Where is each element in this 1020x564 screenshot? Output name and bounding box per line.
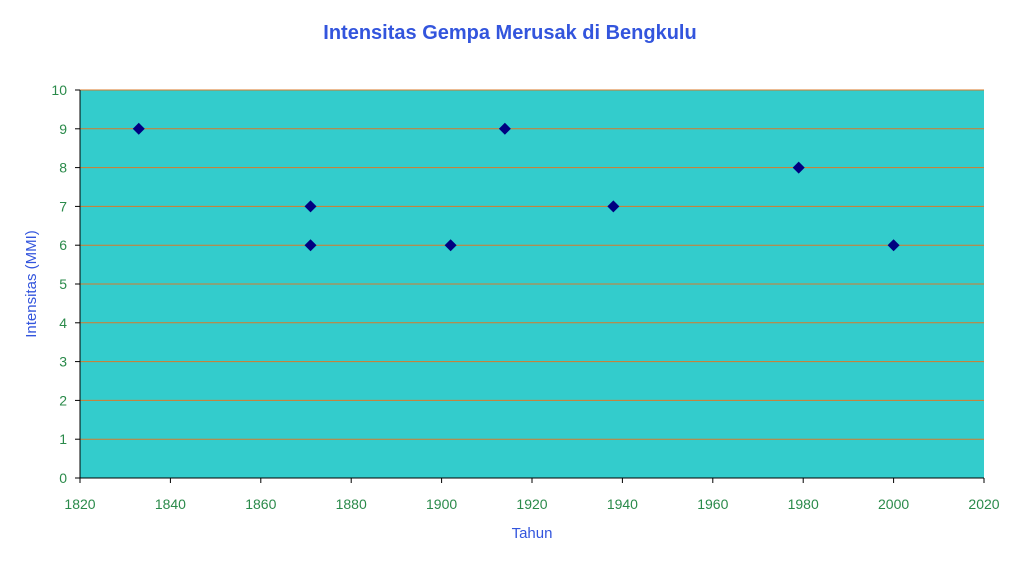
x-axis-title: Tahun	[512, 525, 553, 542]
x-tick-label: 2020	[968, 496, 999, 512]
x-tick-label: 1880	[336, 496, 367, 512]
y-tick-label: 0	[59, 470, 67, 486]
x-tick-label: 1840	[155, 496, 186, 512]
data-point	[444, 239, 457, 252]
x-tick-label: 1860	[245, 496, 276, 512]
data-point	[304, 200, 317, 213]
x-tick-label: 1940	[607, 496, 638, 512]
data-point	[792, 161, 805, 174]
data-points	[132, 122, 900, 252]
data-point	[498, 122, 511, 135]
y-axis-ticks: 0 1 2 3 4 5 6 7 8 9 10	[51, 82, 80, 486]
y-tick-label: 9	[59, 121, 67, 137]
y-tick-label: 3	[59, 354, 67, 370]
gridlines	[80, 89, 984, 440]
x-tick-label: 2000	[878, 496, 909, 512]
data-point	[607, 200, 620, 213]
x-tick-label: 1820	[64, 496, 95, 512]
chart-title: Intensitas Gempa Merusak di Bengkulu	[323, 22, 697, 44]
y-tick-label: 4	[59, 315, 67, 331]
x-tick-label: 1980	[788, 496, 819, 512]
data-point	[887, 239, 900, 252]
y-tick-label: 8	[59, 160, 67, 176]
y-tick-label: 5	[59, 276, 67, 292]
y-axis-title: Intensitas (MMI)	[23, 230, 40, 338]
x-tick-label: 1960	[697, 496, 728, 512]
x-tick-label: 1920	[516, 496, 547, 512]
x-tick-label: 1900	[426, 496, 457, 512]
y-tick-label: 10	[51, 82, 67, 98]
y-tick-label: 6	[59, 237, 67, 253]
data-point	[132, 122, 145, 135]
y-tick-label: 7	[59, 198, 67, 214]
data-point	[304, 239, 317, 252]
x-axis-ticks: 1820 1840 1860 1880 1900 1920 1940 1960 1980 2000…	[64, 478, 1000, 512]
y-tick-label: 1	[59, 431, 67, 447]
y-tick-label: 2	[59, 392, 67, 408]
